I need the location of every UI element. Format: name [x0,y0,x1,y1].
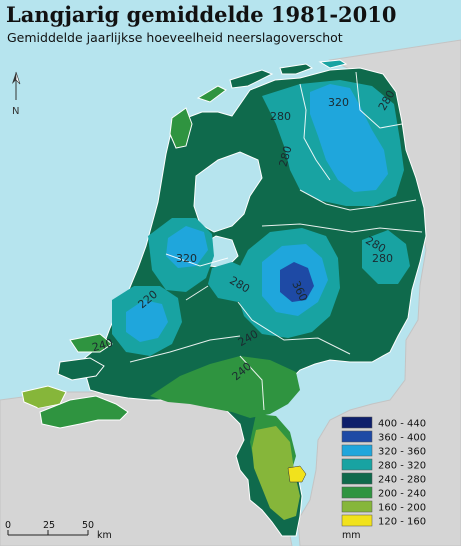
isoline-label: 280 [372,252,393,265]
north-arrow-icon: N [12,71,21,117]
ameland [279,63,314,75]
zone-160-200-limburg [252,426,300,520]
scale-tick-label: 25 [43,520,55,531]
scale-tick-label: 50 [82,520,94,531]
zone-160-200-zeeland [28,390,62,408]
zone-200-240-south [150,356,300,418]
goeree [69,333,113,353]
zone-360-400-veluwe [280,262,314,302]
isoline-label: 320 [328,96,349,109]
legend-label: 240 - 280 [378,475,426,486]
legend: mm 400 - 440 360 - 400 320 - 360 280 - 320 2… [341,416,426,541]
province-borders [129,71,423,411]
legend-swatch [341,430,373,443]
terschelling [229,69,274,89]
zone-280-320-east [362,230,410,284]
scale-unit: km [97,530,112,541]
zone-320-360-south-west [126,300,168,342]
north-label: N [12,106,19,117]
legend-label: 320 - 360 [378,447,426,458]
legend-label: 360 - 400 [378,433,426,444]
legend-label: 120 - 160 [378,517,426,528]
isoline-label: 320 [176,252,197,265]
vlieland [196,85,227,103]
legend-swatch [341,514,373,527]
legend-swatch [341,472,373,485]
zone-120-160-limburg [287,465,307,483]
legend-label: 400 - 440 [378,419,426,430]
scale-tick-label: 0 [5,520,11,531]
legend-swatch [341,458,373,471]
scale-bar: 0 25 50 km [5,520,112,541]
schiermonnikoog [318,59,348,69]
legend-label: 160 - 200 [378,503,426,514]
legend-label: 280 - 320 [378,461,426,472]
legend-swatch [341,444,373,457]
isoline-label: 280 [277,144,295,168]
map-subtitle: Gemiddelde jaarlijkse hoeveelheid neersl… [7,30,343,45]
legend-swatch [341,486,373,499]
isoline-label: 240 [91,336,115,354]
zone-320-360-north [310,84,388,192]
legend-swatch [341,500,373,513]
legend-swatch [341,416,373,429]
isoline-label: 280 [270,110,291,123]
zone-280-320-utrecht [208,262,252,302]
legend-label: 200 - 240 [378,489,426,500]
texel [169,107,193,149]
legend-unit: mm [342,530,361,541]
map-title: Langjarig gemiddelde 1981-2010 [6,2,396,27]
schouwen [57,357,105,381]
zeeland-islands [39,395,129,429]
